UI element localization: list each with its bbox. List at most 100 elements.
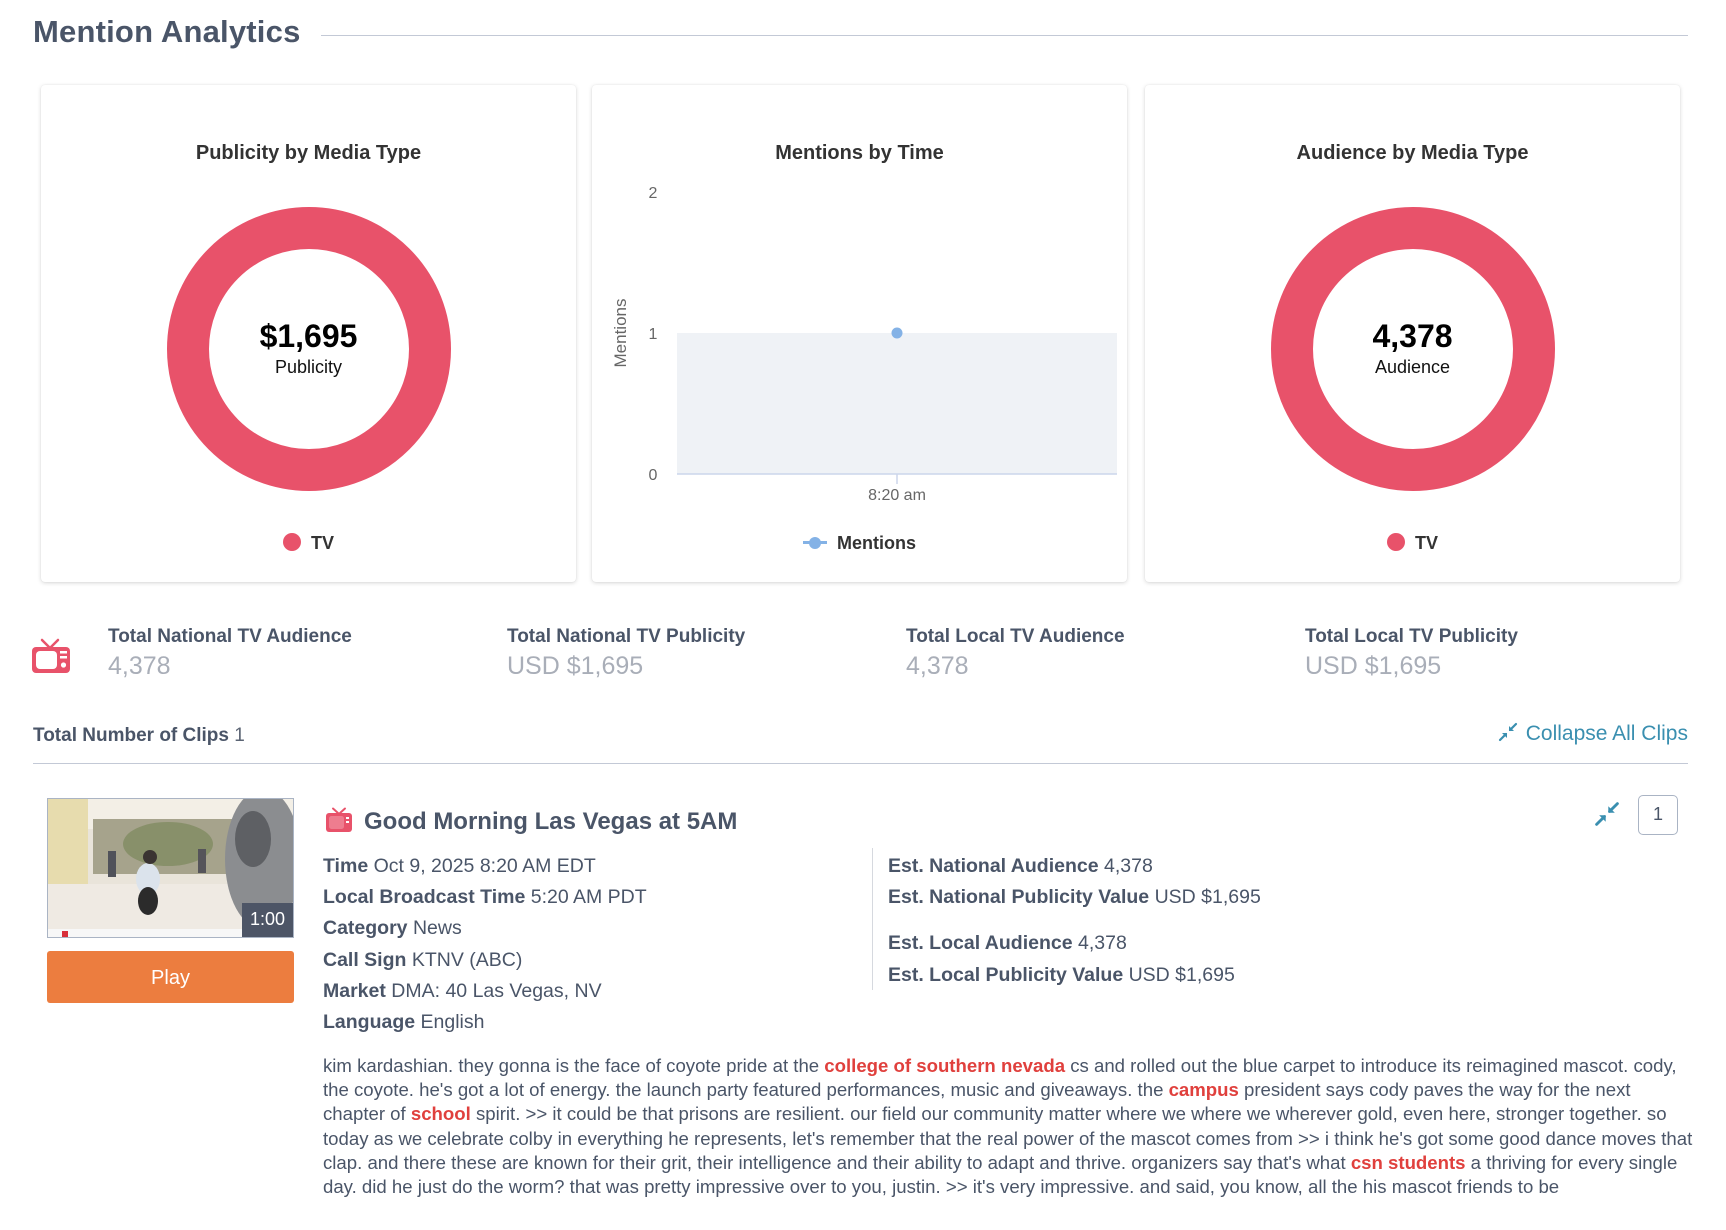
donut-center-value: $1,695	[259, 318, 358, 354]
stat-total-national-tv-publicity: Total National TV Publicity USD $1,695	[507, 626, 745, 681]
transcript-keyword-highlight: campus	[1168, 1079, 1239, 1101]
transcript-text: spirit. >> it could be that prisons are …	[323, 1103, 1693, 1173]
mentions-by-time-card: Mentions by Time 0 1 2 8:20 am Mentions Me…	[592, 85, 1127, 582]
y-tick-label: 1	[649, 326, 658, 343]
stat-total-local-tv-publicity: Total Local TV Publicity USD $1,695	[1305, 626, 1518, 681]
chart-legend: Mentions	[592, 533, 1127, 554]
meta-est-local-audience: Est. Local Audience 4,378	[888, 932, 1127, 955]
meta-est-national-audience: Est. National Audience 4,378	[888, 855, 1153, 878]
tv-icon	[325, 807, 353, 833]
meta-value: English	[420, 1011, 485, 1033]
clip-duration-badge: 1:00	[241, 903, 293, 937]
meta-value: DMA: 40 Las Vegas, NV	[391, 980, 602, 1002]
publicity-by-media-type-card: Publicity by Media Type $1,695 Publicity…	[41, 85, 576, 582]
x-tick-label: 8:20 am	[868, 487, 926, 504]
clips-divider	[33, 763, 1688, 764]
collapse-icon	[1595, 802, 1619, 826]
meta-value: 5:20 AM PDT	[530, 886, 647, 908]
transcript-text: president says cody paves the way for th…	[323, 1079, 1631, 1125]
meta-value: News	[412, 917, 462, 939]
meta-label: Est. Local Audience	[888, 932, 1073, 954]
clip-thumbnail[interactable]: 1:00	[47, 798, 294, 938]
meta-label: Call Sign	[323, 949, 407, 971]
chart-legend: TV	[41, 533, 576, 554]
meta-time: Time Oct 9, 2025 8:20 AM EDT	[323, 855, 596, 878]
meta-value: USD $1,695	[1154, 886, 1261, 908]
clip-title[interactable]: Good Morning Las Vegas at 5AM	[364, 808, 738, 835]
plot-band	[677, 333, 1117, 474]
donut-slice-tv[interactable]	[1271, 207, 1555, 491]
meta-category: Category News	[323, 917, 462, 940]
donut-center-value: 4,378	[1372, 318, 1453, 354]
meta-label: Est. Local Publicity Value	[888, 964, 1124, 986]
collapse-all-clips-button[interactable]: Collapse All Clips	[1498, 722, 1688, 746]
y-tick-label: 2	[649, 185, 658, 202]
y-tick-label: 0	[649, 467, 658, 484]
meta-local-broadcast-time: Local Broadcast Time 5:20 AM PDT	[323, 886, 647, 909]
legend-swatch-tv	[282, 533, 301, 551]
meta-label: Category	[323, 917, 408, 939]
stat-value: 4,378	[906, 652, 969, 680]
video-frame-image	[48, 799, 293, 937]
meta-market: Market DMA: 40 Las Vegas, NV	[323, 980, 602, 1003]
mentions-line-chart: 0 1 2 8:20 am Mentions	[611, 185, 1117, 504]
card-title: Audience by Media Type	[1296, 142, 1529, 164]
legend-label-mentions[interactable]: Mentions	[837, 533, 916, 553]
meta-label: Est. National Publicity Value	[888, 886, 1150, 908]
meta-label: Market	[323, 980, 386, 1002]
meta-label: Time	[323, 855, 369, 877]
donut-slice-tv[interactable]	[167, 207, 451, 491]
transcript-text: a thriving for every single day. did he …	[323, 1151, 1678, 1198]
meta-value: KTNV (ABC)	[411, 949, 523, 971]
publicity-donut-chart	[167, 207, 451, 491]
y-axis-ticks: 0 1 2	[649, 185, 658, 484]
total-clips-label: Total Number of Clips	[33, 725, 229, 746]
stat-total-national-tv-audience: Total National TV Audience 4,378	[108, 626, 352, 681]
legend-label-tv[interactable]: TV	[1414, 533, 1438, 553]
meta-language: Language English	[323, 1011, 484, 1034]
x-axis-ticks: 8:20 am	[868, 474, 926, 504]
transcript-keyword-highlight: school	[410, 1103, 471, 1125]
card-title: Publicity by Media Type	[195, 142, 422, 164]
collapse-all-label: Collapse All Clips	[1525, 722, 1688, 745]
y-axis-label: Mentions	[611, 299, 630, 368]
tv-icon	[31, 638, 71, 674]
meta-value: Oct 9, 2025 8:20 AM EDT	[373, 855, 596, 877]
stat-total-local-tv-audience: Total Local TV Audience 4,378	[906, 626, 1125, 681]
chart-legend: TV	[1145, 533, 1680, 554]
stat-value: USD $1,695	[1305, 652, 1442, 680]
stat-label: Total Local TV Audience	[906, 626, 1125, 647]
play-button[interactable]: Play	[47, 951, 294, 1003]
donut-center-label: Publicity	[274, 357, 343, 377]
transcript-text: cs and rolled out the blue carpet to int…	[323, 1055, 1677, 1101]
meta-value: 4,378	[1078, 932, 1127, 954]
meta-est-national-publicity: Est. National Publicity Value USD $1,695	[888, 886, 1261, 909]
clip-transcript: kim kardashian. they gonna is the face o…	[323, 1054, 1693, 1199]
meta-column-divider	[872, 848, 873, 990]
transcript-keyword-highlight: college of southern nevada	[824, 1055, 1066, 1076]
meta-est-local-publicity: Est. Local Publicity Value USD $1,695	[888, 964, 1235, 987]
meta-label: Local Broadcast Time	[323, 886, 526, 908]
series-points	[891, 327, 903, 339]
stat-label: Total National TV Audience	[108, 626, 352, 647]
stat-label: Total Local TV Publicity	[1305, 626, 1518, 647]
total-clips-value: 1	[234, 725, 245, 746]
stat-value: 4,378	[108, 652, 171, 680]
transcript-text: kim kardashian. they gonna is the face o…	[323, 1055, 825, 1076]
legend-label-tv[interactable]: TV	[310, 533, 334, 553]
meta-label: Est. National Audience	[888, 855, 1099, 877]
transcript-keyword-highlight: csn students	[1350, 1151, 1466, 1173]
meta-call-sign: Call Sign KTNV (ABC)	[323, 949, 522, 972]
page-title: Mention Analytics	[33, 14, 301, 49]
card-title: Mentions by Time	[775, 142, 944, 164]
audience-donut-chart	[1271, 207, 1555, 491]
data-point[interactable]	[891, 327, 903, 339]
stat-value: USD $1,695	[507, 652, 644, 680]
stat-label: Total National TV Publicity	[507, 626, 746, 647]
collapse-clip-button[interactable]	[1594, 801, 1620, 827]
meta-value: USD $1,695	[1128, 964, 1235, 986]
legend-swatch-tv	[1386, 533, 1405, 551]
collapse-icon	[1498, 722, 1517, 742]
legend-swatch-mentions	[803, 536, 827, 549]
audience-by-media-type-card: Audience by Media Type 4,378 Audience TV	[1145, 85, 1680, 582]
